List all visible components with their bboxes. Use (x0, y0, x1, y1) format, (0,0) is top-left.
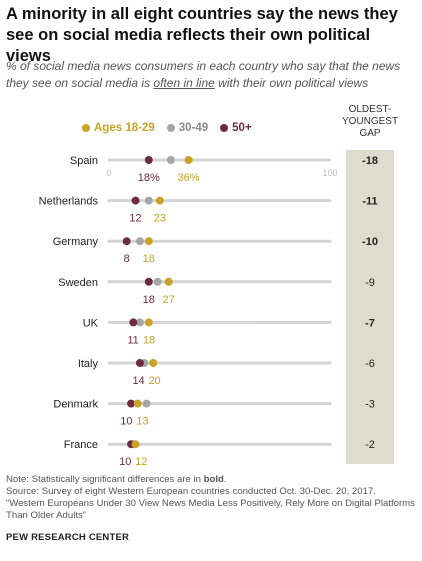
gap-value-denmark: -3 (365, 399, 375, 411)
dot-50plus-denmark (127, 399, 136, 408)
legend-dot-middle (166, 124, 175, 132)
value-label-50plus-sweden: 18 (143, 294, 155, 306)
legend-dot-young (82, 124, 90, 132)
dot-18-29-uk (144, 318, 153, 327)
dot-30-49-netherlands (144, 196, 153, 205)
gap-header-line3: GAP (359, 128, 381, 139)
gap-value-sweden: -9 (365, 277, 375, 289)
country-label-netherlands: Netherlands (39, 196, 99, 208)
dot-30-49-denmark (142, 399, 151, 408)
value-label-18-29-uk: 18 (143, 334, 155, 346)
country-label-uk: UK (83, 317, 99, 329)
gap-value-netherlands: -11 (362, 196, 377, 208)
report-title: “Western Europeans Under 30 View News Me… (6, 498, 415, 521)
country-label-denmark: Denmark (53, 399, 98, 411)
value-label-50plus-netherlands: 12 (129, 213, 141, 225)
subtitle-text-end: with their own political views (214, 76, 369, 90)
axis-label-max: 100 (322, 168, 337, 178)
subtitle-underlined: often in line (153, 76, 215, 90)
gap-value-italy: -6 (365, 358, 375, 370)
source-line: Source: Survey of eight Western European… (6, 486, 376, 497)
gap-column-background (346, 150, 394, 464)
value-label-50plus-spain: 18% (138, 172, 160, 184)
dot-18-29-spain (184, 156, 193, 164)
country-label-italy: Italy (78, 358, 99, 370)
legend-item-middle: 30-49 (166, 122, 209, 134)
value-label-18-29-denmark: 13 (136, 416, 148, 428)
axis-label-min: 0 (106, 168, 111, 178)
value-label-18-29-spain: 36% (178, 172, 200, 184)
value-label-18-29-netherlands: 23 (154, 213, 166, 225)
value-label-18-29-sweden: 27 (163, 294, 175, 306)
gap-value-spain: -18 (362, 155, 378, 167)
note-prefix: Note: Statistically significant differen… (6, 474, 204, 485)
chart-subtitle: % of social media news consumers in each… (6, 58, 406, 92)
legend-label-old: 50+ (232, 122, 252, 134)
value-label-50plus-denmark: 10 (120, 416, 132, 428)
value-label-50plus-italy: 14 (132, 375, 144, 387)
chart-title: A minority in all eight countries say th… (6, 5, 398, 65)
dot-50plus-netherlands (131, 196, 140, 205)
legend-item-old: 50+ (220, 122, 252, 134)
dot-50plus-uk (129, 318, 138, 327)
dot-30-49-spain (166, 156, 175, 164)
gap-value-germany: -10 (362, 236, 378, 248)
value-label-50plus-uk: 11 (127, 334, 138, 346)
country-label-sweden: Sweden (58, 277, 98, 289)
note-line: Note: Statistically significant differen… (6, 474, 418, 486)
dot-18-29-france (131, 440, 140, 449)
organization-name: PEW RESEARCH CENTER (6, 532, 130, 543)
value-label-18-29-italy: 20 (148, 375, 160, 387)
country-label-germany: Germany (53, 236, 99, 248)
dot-30-49-uk (135, 318, 144, 327)
value-label-18-29-france: 12 (135, 456, 147, 468)
value-label-18-29-germany: 18 (143, 253, 155, 265)
dot-18-29-italy (149, 359, 158, 367)
gap-value-france: -2 (365, 439, 375, 451)
gap-column-header: OLDEST- YOUNGEST GAP (336, 104, 404, 140)
gap-header-line1: OLDEST- (348, 104, 392, 115)
dot-plot: 0 100 Spain 18% 36% -18 Netherlands 12 23 -11 Germ… (39, 155, 378, 468)
country-label-spain: Spain (70, 155, 98, 167)
dot-50plus-spain (144, 156, 153, 164)
legend: Ages 18-29 30-49 50+ (82, 122, 264, 134)
country-label-france: France (64, 439, 98, 451)
dot-18-29-denmark (133, 399, 142, 408)
subtitle-text-start: % of social media news consumers in each… (6, 59, 401, 90)
dot-30-49-germany (135, 237, 144, 246)
notes-block: Note: Statistically significant differen… (6, 474, 418, 522)
note-suffix: . (223, 474, 227, 485)
note-bold: bold (203, 474, 224, 485)
dot-18-29-germany (144, 237, 153, 246)
legend-item-young: Ages 18-29 (82, 122, 155, 134)
legend-dot-old (220, 124, 229, 132)
dot-30-49-sweden (153, 277, 162, 286)
value-label-50plus-germany: 8 (124, 253, 130, 265)
dot-50plus-italy (135, 359, 144, 367)
dot-18-29-netherlands (155, 196, 164, 205)
dot-50plus-sweden (144, 277, 153, 286)
legend-label-young: Ages 18-29 (94, 122, 155, 134)
value-label-50plus-france: 10 (119, 456, 131, 468)
legend-label-middle: 30-49 (178, 122, 209, 134)
dot-18-29-sweden (164, 277, 173, 286)
gap-header-line2: YOUNGEST (341, 116, 399, 127)
gap-value-uk: -7 (365, 317, 375, 329)
dot-50plus-germany (122, 237, 131, 246)
